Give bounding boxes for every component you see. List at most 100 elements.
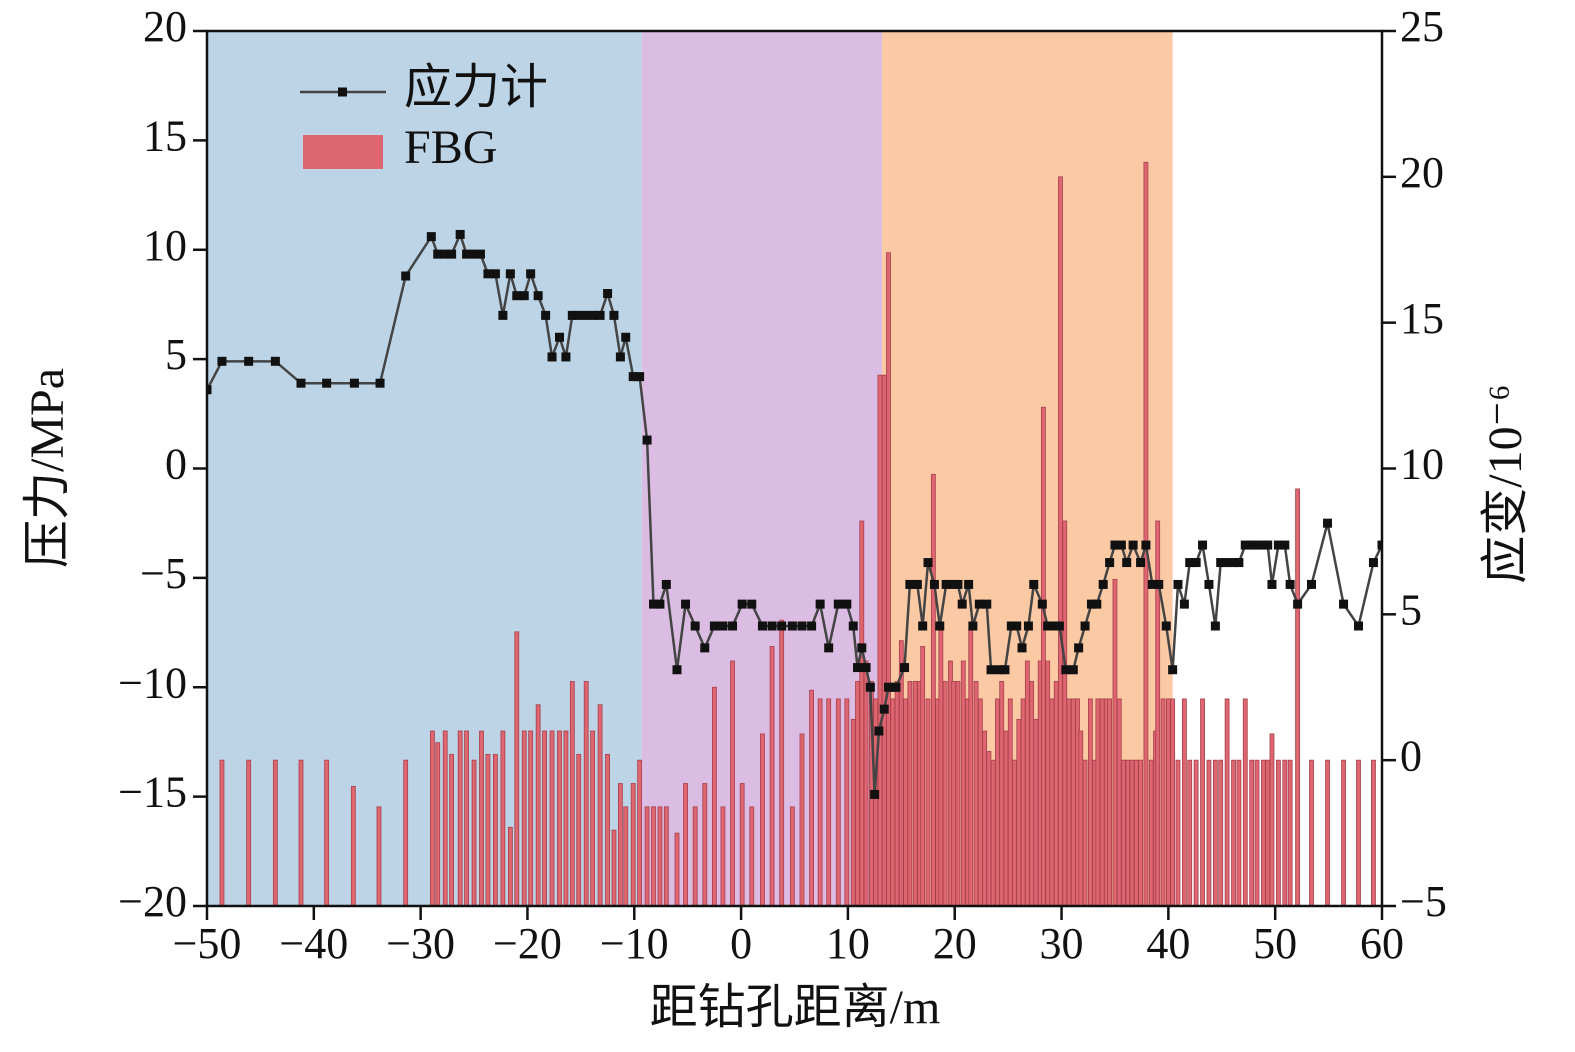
stress-marker	[1054, 621, 1064, 631]
stress-marker	[995, 665, 1005, 675]
stress-marker	[797, 621, 807, 631]
fbg-bar	[912, 681, 918, 906]
fbg-bar	[1181, 698, 1187, 906]
fbg-bar	[1049, 698, 1055, 906]
stress-marker	[426, 232, 436, 242]
stress-marker	[1198, 540, 1208, 550]
stress-marker	[574, 310, 584, 320]
fbg-bar	[1033, 718, 1039, 906]
fbg-bar	[435, 742, 441, 906]
fbg-bar	[809, 689, 814, 906]
shaded-region	[207, 31, 642, 906]
stress-marker	[953, 579, 963, 589]
y2-tick-label: −5	[1400, 877, 1447, 926]
stress-marker	[581, 310, 591, 320]
stress-marker	[900, 663, 910, 673]
stress-marker	[217, 356, 227, 366]
fbg-bar	[1249, 759, 1255, 906]
fbg-bar	[1070, 698, 1076, 906]
stress-marker	[455, 229, 465, 239]
fbg-bar	[855, 681, 860, 906]
fbg-bar	[429, 730, 435, 906]
fbg-bar	[1045, 660, 1051, 906]
fbg-bar	[557, 730, 562, 906]
stress-marker	[628, 372, 638, 382]
fbg-bar	[990, 759, 996, 906]
stress-marker	[469, 249, 479, 259]
stress-marker	[891, 682, 901, 692]
stress-marker	[1154, 579, 1164, 589]
fbg-bar	[1129, 759, 1135, 906]
x-tick-label: 10	[826, 919, 870, 968]
stress-marker	[547, 352, 557, 362]
stress-marker	[655, 599, 665, 609]
fbg-bar	[1254, 759, 1260, 906]
stress-marker	[1377, 540, 1382, 550]
stress-marker	[865, 682, 875, 692]
stress-marker	[1191, 558, 1201, 568]
fbg-bar	[1187, 759, 1193, 906]
fbg-bar	[920, 646, 926, 906]
stress-marker	[1105, 558, 1115, 568]
y2-tick-label: 0	[1400, 731, 1422, 780]
fbg-bar	[637, 759, 643, 906]
stress-marker	[490, 269, 500, 279]
fbg-bar	[977, 698, 983, 906]
stress-marker	[918, 621, 928, 631]
fbg-bar	[779, 619, 785, 906]
fbg-bar	[1066, 698, 1072, 906]
fbg-bar	[1133, 759, 1139, 906]
fbg-bar	[1095, 698, 1101, 906]
fbg-bar	[597, 704, 603, 906]
fbg-bar	[1265, 759, 1271, 906]
stress-marker	[672, 665, 682, 675]
fbg-bar	[850, 718, 856, 906]
stress-marker	[1179, 599, 1189, 609]
fbg-bar	[535, 704, 541, 906]
stress-marker	[905, 579, 915, 589]
fbg-bar	[1341, 759, 1346, 906]
stress-marker	[964, 579, 974, 589]
stress-marker	[1210, 621, 1220, 631]
x-tick-label: 50	[1253, 919, 1297, 968]
y2-tick-label: 25	[1400, 2, 1444, 51]
x-tick-label: −20	[493, 919, 562, 968]
axes: −50 −40 −30 −20 −10 0 10 20 30 40 50 60−20−15−10−50…	[118, 2, 1447, 968]
fbg-bar	[760, 733, 765, 906]
x-tick-label: 20	[933, 919, 977, 968]
stress-marker	[519, 291, 529, 301]
stress-marker	[1136, 558, 1146, 568]
fbg-bar	[449, 753, 455, 906]
stress-marker	[1092, 599, 1102, 609]
fbg-bar	[730, 660, 735, 906]
stress-marker	[621, 332, 631, 342]
stress-marker	[661, 579, 671, 589]
fbg-bar	[886, 252, 891, 906]
stress-marker	[1029, 579, 1039, 589]
fbg-bar	[1148, 759, 1154, 906]
stress-marker	[1307, 579, 1316, 589]
fbg-bar	[298, 759, 304, 906]
stress-marker	[874, 726, 884, 736]
stress-marker	[1049, 621, 1059, 631]
stress-marker	[1168, 665, 1178, 675]
fbg-bar	[1007, 698, 1013, 906]
stress-marker	[1006, 621, 1016, 631]
fbg-bar	[1269, 733, 1275, 906]
stress-marker	[737, 599, 747, 609]
stress-marker	[589, 310, 599, 320]
stress-marker	[948, 579, 958, 589]
y-tick-label: 5	[165, 330, 187, 379]
stress-marker	[968, 621, 978, 631]
stress-marker	[861, 663, 871, 673]
fbg-bar	[1155, 520, 1161, 906]
fbg-bar	[1206, 759, 1212, 906]
fbg-bar	[903, 698, 908, 906]
stress-marker	[244, 356, 254, 366]
fbg-bar	[720, 806, 726, 906]
x-tick-label: −30	[386, 919, 455, 968]
y-axis-label: 压力/MPa	[21, 368, 74, 568]
fbg-bar	[1138, 759, 1143, 906]
stress-marker	[1012, 621, 1022, 631]
